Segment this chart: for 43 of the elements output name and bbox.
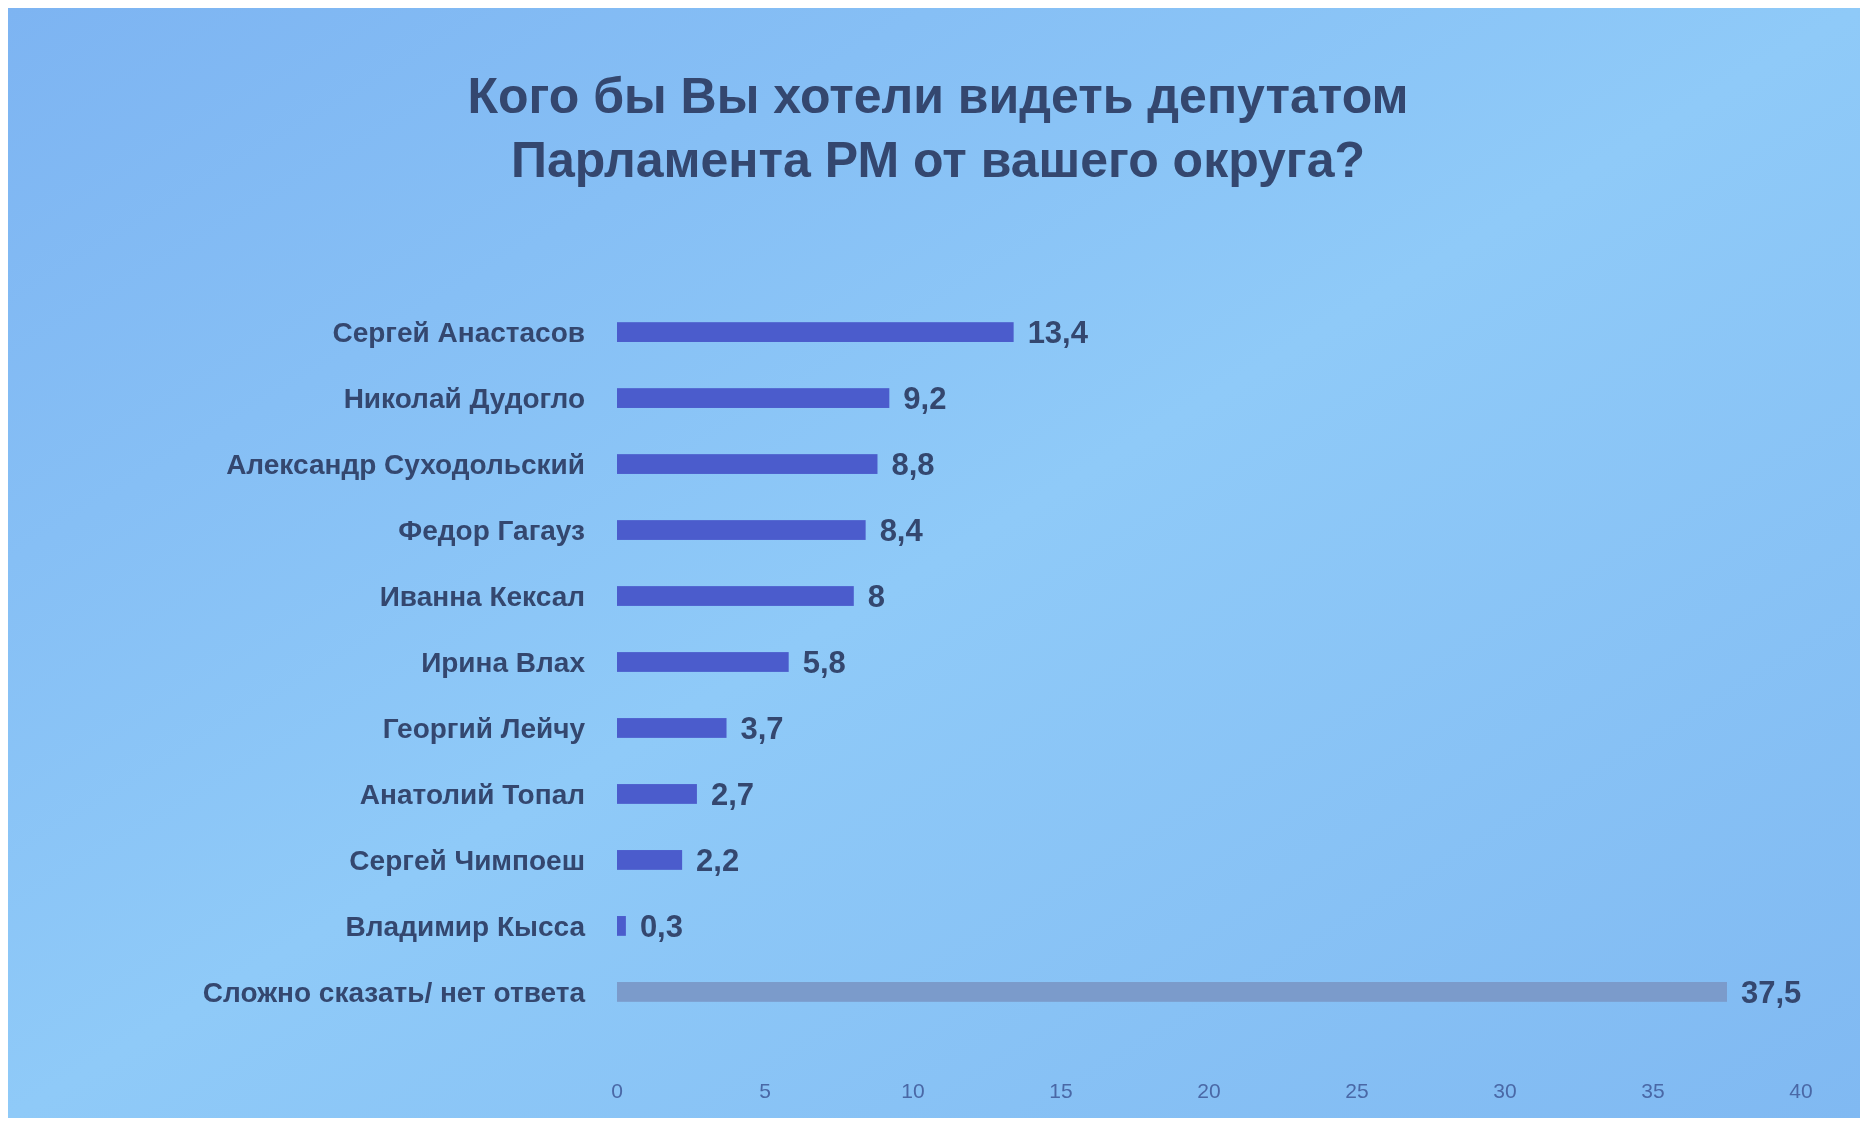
bar: [617, 586, 854, 606]
x-tick-label: 35: [1641, 1079, 1665, 1102]
x-tick-label: 15: [1049, 1079, 1073, 1102]
data-label: 5,8: [802, 644, 846, 680]
y-tick-label: Николай Дудогло: [343, 382, 585, 414]
x-tick-label: 10: [901, 1079, 925, 1102]
x-tick-label: 5: [759, 1079, 771, 1102]
x-tick-label: 20: [1197, 1079, 1221, 1102]
y-tick-label: Сергей Анастасов: [332, 316, 585, 348]
y-tick-label: Федор Гагауз: [398, 514, 585, 546]
bar: [617, 916, 626, 936]
data-label: 8,4: [879, 512, 924, 548]
y-tick-label: Анатолий Топал: [359, 778, 585, 810]
y-tick-label: Ирина Влах: [421, 646, 586, 678]
chart-title: Кого бы Вы хотели видеть депутатом Парламента РМ от вашего округа?: [467, 68, 1409, 188]
bar: [617, 388, 890, 408]
data-label: 2,7: [710, 776, 755, 812]
data-label: 3,7: [740, 710, 784, 746]
x-tick-label: 0: [611, 1079, 623, 1102]
data-label: 37,5: [1741, 974, 1802, 1010]
data-label: 8,8: [891, 446, 935, 482]
bar: [617, 784, 697, 804]
y-tick-label: Сергей Чимпоеш: [349, 844, 585, 876]
y-tick-label: Георгий Лейчу: [382, 712, 586, 744]
bar: [617, 652, 789, 672]
bar: [617, 718, 727, 738]
bar: [617, 322, 1014, 342]
y-tick-label: Сложно сказать/ нет ответа: [202, 976, 586, 1008]
y-tick-label: Владимир Кысса: [345, 910, 586, 942]
data-label: 13,4: [1027, 314, 1089, 350]
x-tick-label: 40: [1789, 1079, 1813, 1102]
data-label: 9,2: [903, 380, 947, 416]
bar: [617, 454, 878, 474]
y-tick-label: Иванна Кексал: [379, 580, 585, 612]
x-tick-label: 25: [1345, 1079, 1369, 1102]
y-tick-label: Александр Суходольский: [226, 448, 585, 480]
x-tick-label: 30: [1493, 1079, 1517, 1102]
bar: [617, 982, 1727, 1002]
data-label: 8: [867, 578, 886, 614]
bar: [617, 850, 683, 870]
data-label: 2,2: [696, 842, 740, 878]
bar: [617, 520, 866, 540]
data-label: 0,3: [639, 908, 683, 944]
